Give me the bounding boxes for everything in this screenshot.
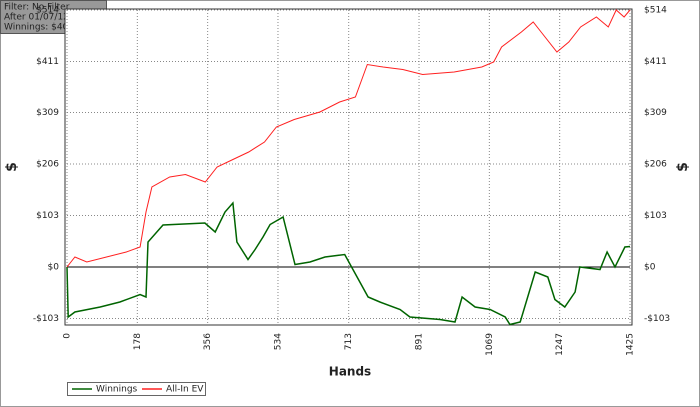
series-line (66, 201, 631, 326)
x-tick-label: 1247 (555, 333, 565, 356)
y2-tick-label: $206 (644, 160, 667, 170)
y-tick-label: $411 (36, 57, 59, 67)
y2-tick-label: $411 (644, 57, 667, 67)
info-line: After 01/07/12 03:59:46 (4, 13, 112, 23)
y2-tick-label: -$103 (644, 314, 670, 324)
x-tick-label: 178 (133, 333, 143, 350)
x-tick-label: 1425 (626, 333, 636, 356)
legend-label: All-In EV (166, 385, 204, 395)
y2-tick-label: $514 (644, 6, 667, 16)
series-line (66, 9, 631, 268)
y2-axis-label: $ (675, 162, 691, 172)
y-tick-label: -$103 (33, 314, 59, 324)
y-tick-label: $514 (36, 6, 59, 16)
y-tick-label: $309 (36, 108, 59, 118)
x-tick-label: 713 (344, 333, 354, 350)
info-line: Winnings: $40.65 (4, 23, 83, 33)
y-tick-label: $206 (36, 160, 59, 170)
y-tick-label: $103 (36, 211, 59, 221)
x-tick-label: 356 (203, 333, 213, 350)
y-axis-label: $ (4, 162, 20, 172)
x-axis-label: Hands (329, 365, 371, 379)
x-tick-label: 891 (415, 333, 425, 350)
x-tick-label: 534 (273, 333, 283, 350)
x-tick-label: 0 (63, 333, 73, 339)
legend (67, 382, 206, 396)
y-tick-label: $0 (48, 263, 60, 273)
legend-label: Winnings (96, 385, 138, 395)
x-tick-label: 1069 (485, 333, 495, 356)
y2-tick-label: $309 (644, 108, 667, 118)
y2-tick-label: $0 (644, 263, 656, 273)
info-line: Filter: No Filter (4, 3, 70, 13)
y2-tick-label: $103 (644, 211, 667, 221)
